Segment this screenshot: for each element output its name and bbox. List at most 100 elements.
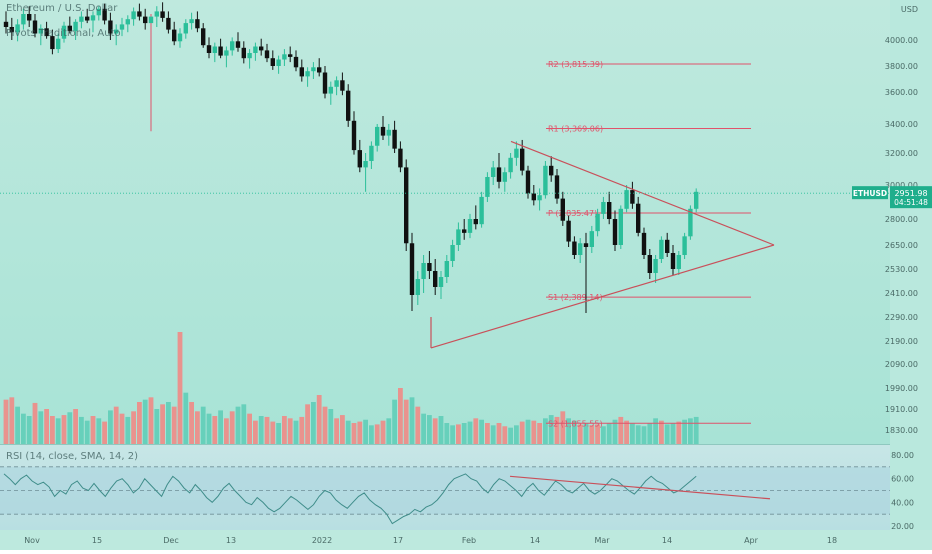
volume-bar <box>73 409 78 444</box>
candle-body <box>230 41 235 51</box>
candles <box>3 2 699 313</box>
candle-body <box>201 28 206 46</box>
volume-bar <box>26 416 32 444</box>
rsi-indicator <box>0 466 890 525</box>
candle-body <box>90 15 96 21</box>
volume-bar <box>276 423 281 444</box>
candle-body <box>96 8 101 16</box>
candle-body <box>340 80 345 91</box>
candle-body <box>172 29 177 42</box>
volume-bar <box>519 421 525 444</box>
volume-bar <box>311 402 316 444</box>
volume-bar <box>50 416 55 444</box>
candle-body <box>694 191 699 209</box>
symbol-tag-label: ETHUSD <box>853 189 887 198</box>
volume-bar <box>635 425 641 444</box>
volume-bar <box>693 416 699 444</box>
candle-body <box>357 150 362 168</box>
volume-bar <box>206 413 212 444</box>
candle-body <box>682 236 687 255</box>
volume-bar <box>55 418 61 444</box>
volume-bar <box>177 332 183 444</box>
candle-body <box>270 58 275 66</box>
pivot-label: P (2,835.47) <box>548 209 597 218</box>
candle-body <box>607 202 612 219</box>
candle-body <box>241 47 246 59</box>
candle-body <box>311 67 316 72</box>
volume-bar <box>554 416 560 444</box>
volume-bar <box>108 410 113 444</box>
candle-body <box>50 36 55 50</box>
candle-body <box>380 126 386 136</box>
rsi-axis: 80.00 60.00 40.00 20.00 <box>891 451 914 531</box>
candle-body <box>27 14 32 21</box>
time-axis: Nov 15 Dec 13 2022 17 Feb 14 Mar 14 Apr 18 <box>24 536 837 545</box>
candle-body <box>195 19 200 29</box>
volume-bar <box>102 421 107 444</box>
candle-body <box>56 38 61 50</box>
volume-bar <box>357 421 363 444</box>
candle-body <box>276 59 281 66</box>
candle-body <box>502 172 507 182</box>
candle-body <box>32 20 38 34</box>
pivot-indicator-label[interactable]: Pivots Traditional, Auto <box>6 28 121 39</box>
candle-body <box>334 80 339 87</box>
volume-bar <box>427 415 432 444</box>
candle-body <box>462 229 467 233</box>
candle-body <box>450 245 455 261</box>
currency-label: USD <box>901 5 918 14</box>
volume-bar <box>421 413 426 444</box>
price-tick-label: 4000.00 <box>885 36 918 45</box>
volume-bar <box>270 421 276 444</box>
volume-bar <box>79 416 84 444</box>
volume-bar <box>467 421 473 444</box>
volume-bar <box>601 426 606 444</box>
volume-bar <box>148 397 154 444</box>
volume-bar <box>183 392 189 444</box>
candle-body <box>473 219 478 225</box>
candle-body <box>479 196 484 225</box>
rsi-divergence-line <box>509 475 771 500</box>
volume-bar <box>543 418 548 444</box>
price-tick-label: 3400.00 <box>885 120 918 129</box>
volume-bar <box>258 416 264 444</box>
volume-bar <box>351 423 357 444</box>
volume-bar <box>630 423 635 444</box>
volume-bar <box>340 415 345 444</box>
rsi-label[interactable]: RSI (14, close, SMA, 14, 2) <box>6 451 139 462</box>
candle-body <box>595 213 600 232</box>
support-trendline <box>430 244 775 349</box>
candle-body <box>386 129 391 136</box>
volume-bar <box>253 420 258 444</box>
time-axis-label: 14 <box>530 536 540 545</box>
time-axis-background <box>0 530 932 550</box>
time-axis-label: 2022 <box>312 536 332 545</box>
volume-bar <box>229 411 235 444</box>
volume-bar <box>514 425 519 444</box>
volume-bar <box>299 416 305 444</box>
volume-bar <box>282 416 287 444</box>
candle-body <box>15 24 20 33</box>
volume-bar <box>166 402 171 444</box>
volume-bar <box>618 416 624 444</box>
volume-bar <box>154 409 160 444</box>
candle-body <box>114 29 119 34</box>
candle-body <box>549 165 554 176</box>
volume-bar <box>131 411 136 444</box>
last-price-countdown: 04:51:48 <box>894 198 928 207</box>
candle-body <box>102 8 107 21</box>
candle-body <box>404 167 409 244</box>
candle-body <box>636 203 641 233</box>
volume-bar <box>392 399 397 444</box>
volume-bar <box>612 419 618 444</box>
volume-bar <box>15 406 20 444</box>
volume-bar <box>409 397 415 444</box>
volume-bar <box>189 402 194 444</box>
candle-body <box>218 46 223 56</box>
price-tick-label: 2650.00 <box>885 241 918 250</box>
candle-body <box>73 21 78 31</box>
candle-body <box>253 46 258 53</box>
pivot-label: R2 (3,815.39) <box>548 60 603 69</box>
